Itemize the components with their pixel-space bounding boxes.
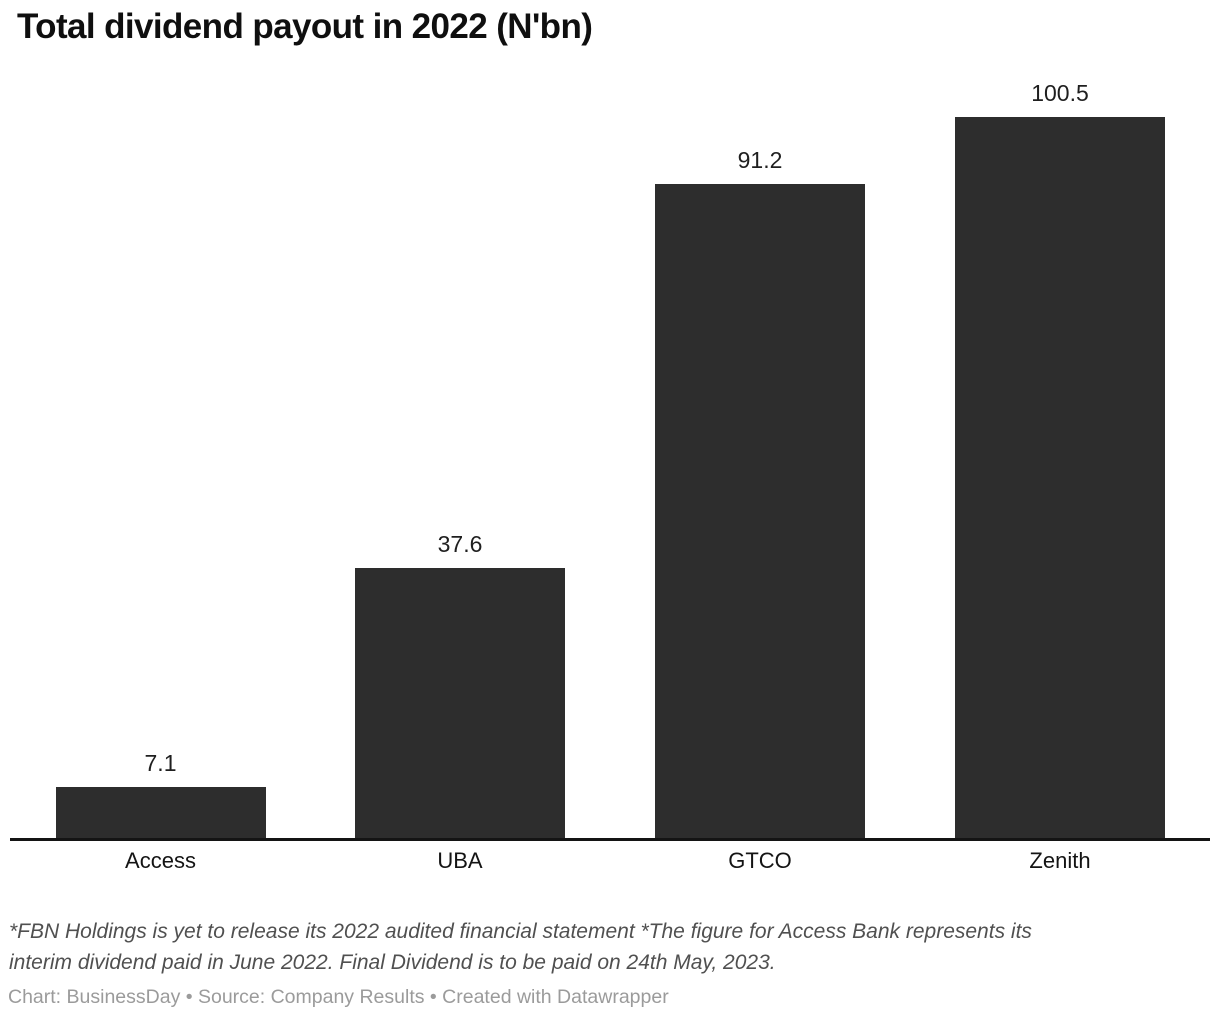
bar-gtco [655, 184, 865, 838]
value-label-zenith: 100.5 [1031, 80, 1089, 106]
category-label-access: Access [125, 848, 196, 873]
footnote-line-2: interim dividend paid in June 2022. Fina… [9, 951, 776, 974]
chart-footnote: *FBN Holdings is yet to release its 2022… [9, 916, 1199, 978]
category-label-zenith: Zenith [1029, 848, 1091, 873]
bar-uba [355, 568, 565, 838]
footnote-line-1: *FBN Holdings is yet to release its 2022… [9, 920, 1032, 943]
x-axis-line [10, 838, 1210, 841]
value-label-gtco: 91.2 [737, 147, 783, 173]
chart-credit: Chart: BusinessDay • Source: Company Res… [8, 986, 669, 1008]
value-label-uba: 37.6 [437, 531, 483, 557]
bar-zenith [955, 117, 1165, 838]
bar-chart-plot: 7.1 Access 37.6 UBA 91.2 GTCO 100.5 Zenith [10, 80, 1210, 873]
value-label-access: 7.1 [144, 750, 177, 776]
category-label-gtco: GTCO [728, 848, 792, 873]
bar-access [55, 787, 266, 838]
chart-title: Total dividend payout in 2022 (N'bn) [17, 7, 593, 46]
category-label-uba: UBA [437, 848, 483, 873]
